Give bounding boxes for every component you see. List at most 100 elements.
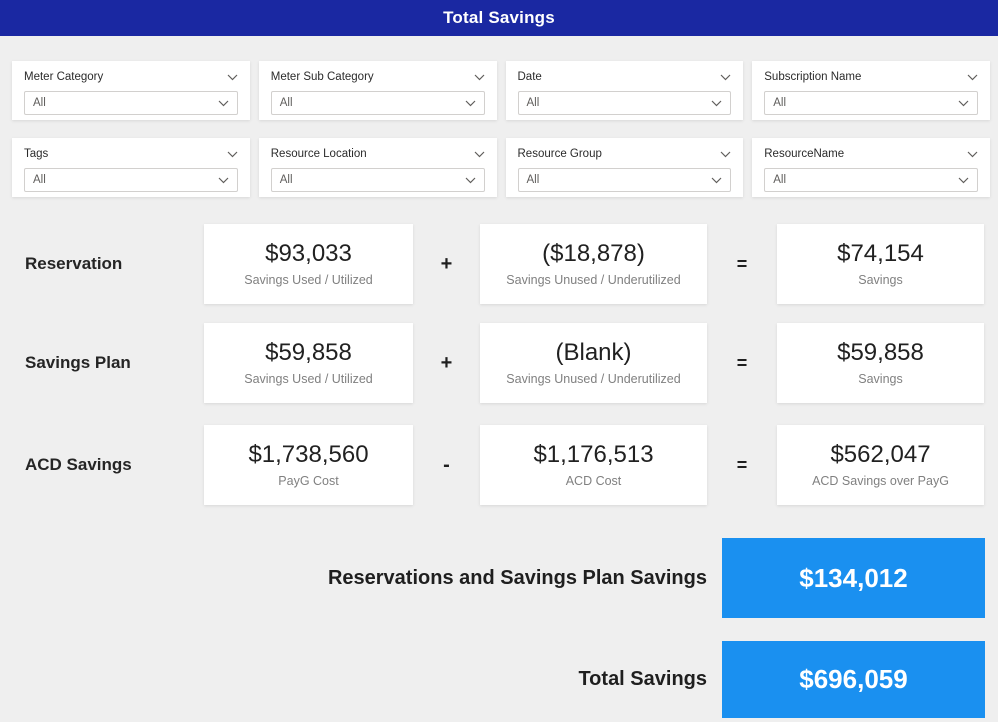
- equals-operator: =: [736, 253, 748, 274]
- kpi-value: $74,154: [837, 240, 924, 268]
- slicer-row-1: Meter Category All Meter Sub Category Al…: [12, 61, 990, 120]
- minus-operator: -: [443, 453, 450, 476]
- row-label: Savings Plan: [25, 353, 131, 372]
- slicer-selected-value: All: [773, 97, 787, 109]
- slicer-date: Date All: [505, 61, 744, 120]
- kpi-caption: ACD Cost: [565, 473, 622, 488]
- total-value-box: $134,012: [722, 538, 985, 618]
- slicer-tags: Tags All: [12, 138, 250, 197]
- slicer-meter-category: Meter Category All: [12, 61, 250, 120]
- kpi-card-savings-used: $93,033 Savings Used / Utilized: [204, 224, 413, 304]
- row-acd-savings: ACD Savings $1,738,560 PayG Cost - $1,17…: [0, 425, 998, 505]
- slicer-header[interactable]: Subscription Name: [764, 69, 978, 85]
- kpi-value: (Blank): [555, 339, 632, 367]
- slicer-header[interactable]: Resource Group: [518, 146, 732, 162]
- total-label: Reservations and Savings Plan Savings: [327, 566, 707, 589]
- total-value-box: $696,059: [722, 641, 985, 718]
- slicer-title: Meter Category: [24, 71, 104, 83]
- slicer-title: Meter Sub Category: [270, 71, 374, 83]
- row-label: ACD Savings: [25, 455, 132, 474]
- slicer-meter-sub-category: Meter Sub Category All: [258, 61, 497, 120]
- slicer-subscription-name: Subscription Name All: [752, 61, 990, 120]
- slicer-header[interactable]: Meter Category: [24, 69, 238, 85]
- row-label: Reservation: [25, 254, 123, 273]
- kpi-value: $1,738,560: [248, 441, 369, 469]
- chevron-down-icon[interactable]: [227, 74, 238, 81]
- chevron-down-icon: [958, 177, 969, 183]
- report-header: Total Savings: [0, 0, 998, 36]
- chevron-down-icon[interactable]: [474, 74, 485, 81]
- slicer-selected-value: All: [279, 97, 293, 109]
- kpi-caption: Savings: [858, 371, 903, 386]
- kpi-caption: Savings Used / Utilized: [244, 272, 373, 287]
- slicer-dropdown[interactable]: All: [764, 168, 978, 192]
- chevron-down-icon[interactable]: [474, 151, 485, 158]
- kpi-caption: Savings Unused / Underutilized: [506, 371, 681, 386]
- slicer-dropdown[interactable]: All: [764, 91, 978, 115]
- plus-operator: +: [440, 351, 453, 374]
- kpi-value: $562,047: [830, 441, 931, 469]
- kpi-value: $93,033: [265, 240, 352, 268]
- chevron-down-icon[interactable]: [720, 151, 731, 158]
- kpi-card-savings-unused: (Blank) Savings Unused / Underutilized: [480, 323, 707, 403]
- slicer-title: Date: [517, 71, 542, 83]
- savings-calculation-section: Reservation $93,033 Savings Used / Utili…: [0, 224, 998, 505]
- slicer-panel: Meter Category All Meter Sub Category Al…: [12, 61, 990, 215]
- chevron-down-icon: [958, 100, 969, 106]
- kpi-value: $59,858: [837, 339, 924, 367]
- slicer-header[interactable]: Meter Sub Category: [271, 69, 485, 85]
- slicer-selected-value: All: [773, 174, 787, 186]
- chevron-down-icon: [218, 100, 229, 106]
- equals-operator: =: [736, 454, 748, 475]
- slicer-title: Resource Group: [517, 148, 602, 160]
- chevron-down-icon[interactable]: [967, 151, 978, 158]
- equals-operator: =: [736, 352, 748, 373]
- chevron-down-icon: [711, 177, 722, 183]
- slicer-title: Resource Location: [270, 148, 367, 160]
- chevron-down-icon: [218, 177, 229, 183]
- slicer-row-2: Tags All Resource Location All: [12, 138, 990, 197]
- kpi-caption: PayG Cost: [278, 473, 339, 488]
- kpi-caption: ACD Savings over PayG: [812, 473, 949, 488]
- page-title: Total Savings: [443, 8, 555, 27]
- slicer-header[interactable]: ResourceName: [764, 146, 978, 162]
- kpi-value: ($18,878): [542, 240, 645, 268]
- kpi-caption: Savings: [858, 272, 903, 287]
- slicer-resource-group: Resource Group All: [505, 138, 744, 197]
- bottom-strip: [0, 722, 998, 727]
- chevron-down-icon[interactable]: [967, 74, 978, 81]
- total-value: $134,012: [799, 562, 908, 593]
- chevron-down-icon: [465, 100, 475, 106]
- slicer-selected-value: All: [33, 174, 46, 186]
- chevron-down-icon[interactable]: [720, 74, 731, 81]
- slicer-resource-location: Resource Location All: [258, 138, 497, 197]
- slicer-dropdown[interactable]: All: [270, 168, 485, 192]
- reservations-and-savings-plan-total-row: Reservations and Savings Plan Savings $1…: [0, 538, 985, 618]
- total-label: Total Savings: [578, 668, 707, 690]
- slicer-dropdown[interactable]: All: [24, 168, 238, 192]
- slicer-dropdown[interactable]: All: [24, 91, 238, 115]
- kpi-card-savings-used: $59,858 Savings Used / Utilized: [204, 323, 413, 403]
- kpi-card-savings-result: $59,858 Savings: [777, 323, 984, 403]
- kpi-caption: Savings Used / Utilized: [244, 371, 373, 386]
- slicer-dropdown[interactable]: All: [517, 91, 732, 115]
- slicer-selected-value: All: [526, 97, 540, 109]
- slicer-selected-value: All: [33, 97, 46, 109]
- slicer-title: Subscription Name: [764, 71, 862, 83]
- totals-section: Reservations and Savings Plan Savings $1…: [0, 538, 985, 727]
- chevron-down-icon[interactable]: [227, 151, 238, 158]
- kpi-card-acd-cost: $1,176,513 ACD Cost: [480, 425, 707, 505]
- kpi-card-payg-cost: $1,738,560 PayG Cost: [204, 425, 413, 505]
- slicer-header[interactable]: Tags: [24, 146, 238, 162]
- kpi-value: $1,176,513: [533, 441, 654, 469]
- kpi-value: $59,858: [265, 339, 352, 367]
- slicer-header[interactable]: Date: [518, 69, 732, 85]
- chevron-down-icon: [711, 100, 722, 106]
- slicer-dropdown[interactable]: All: [517, 168, 732, 192]
- slicer-dropdown[interactable]: All: [270, 91, 485, 115]
- slicer-title: ResourceName: [764, 148, 845, 160]
- kpi-card-savings-result: $74,154 Savings: [777, 224, 984, 304]
- row-reservation: Reservation $93,033 Savings Used / Utili…: [0, 224, 998, 304]
- slicer-header[interactable]: Resource Location: [271, 146, 485, 162]
